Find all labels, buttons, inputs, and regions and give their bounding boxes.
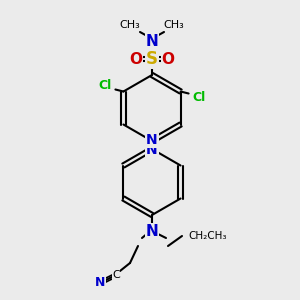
Text: Cl: Cl [192, 91, 205, 104]
Text: CH₂CH₃: CH₂CH₃ [188, 231, 226, 241]
Text: N: N [95, 277, 105, 290]
Text: O: O [161, 52, 175, 67]
Text: CH₃: CH₃ [164, 20, 184, 30]
Text: C: C [112, 270, 120, 280]
Text: Cl: Cl [99, 79, 112, 92]
Text: S: S [146, 50, 158, 68]
Text: N: N [146, 224, 158, 238]
Text: CH₃: CH₃ [120, 20, 140, 30]
Text: O: O [130, 52, 142, 67]
Text: N: N [146, 133, 158, 147]
Text: N: N [146, 143, 158, 157]
Text: N: N [146, 34, 158, 49]
